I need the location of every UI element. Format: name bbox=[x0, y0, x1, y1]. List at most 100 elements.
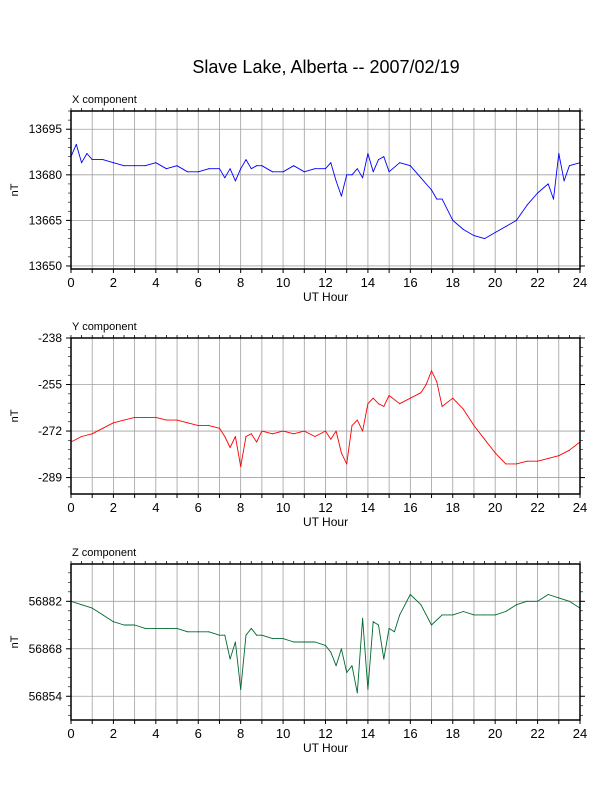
data-point bbox=[431, 624, 432, 626]
x-tick-label: 14 bbox=[361, 275, 375, 290]
data-point bbox=[123, 624, 125, 626]
data-point bbox=[362, 430, 364, 432]
data-point bbox=[282, 638, 284, 640]
data-point bbox=[494, 614, 496, 616]
data-point bbox=[112, 162, 114, 164]
data-point bbox=[234, 436, 236, 437]
data-point bbox=[452, 219, 454, 221]
data-point bbox=[537, 460, 539, 462]
data-point bbox=[91, 159, 93, 161]
data-point bbox=[75, 143, 77, 145]
x-tick-label: 12 bbox=[318, 726, 332, 741]
data-point bbox=[452, 614, 454, 616]
data-point bbox=[409, 165, 411, 167]
data-point bbox=[409, 397, 411, 399]
data-point bbox=[335, 180, 337, 182]
data-point bbox=[558, 597, 560, 599]
data-point bbox=[224, 177, 226, 179]
data-point bbox=[155, 162, 157, 164]
data-point bbox=[462, 611, 464, 612]
data-point bbox=[134, 416, 136, 418]
x-tick-label: 10 bbox=[276, 500, 290, 515]
y-tick-label: -255 bbox=[38, 378, 62, 392]
data-point bbox=[245, 436, 247, 437]
series-line-1 bbox=[70, 143, 581, 240]
x-tick-label: 18 bbox=[446, 726, 460, 741]
y-tick-label: 13650 bbox=[29, 259, 63, 273]
data-point bbox=[505, 463, 507, 465]
x-tick-label: 4 bbox=[152, 726, 159, 741]
data-point bbox=[568, 449, 570, 451]
data-point bbox=[462, 229, 464, 230]
data-point bbox=[293, 641, 295, 643]
x-tick-label: 22 bbox=[530, 500, 544, 515]
data-point bbox=[568, 165, 570, 167]
data-point bbox=[340, 648, 342, 650]
data-point bbox=[473, 425, 475, 427]
data-point bbox=[372, 171, 374, 173]
data-point bbox=[383, 405, 385, 407]
data-point bbox=[505, 611, 507, 612]
data-point bbox=[245, 159, 247, 161]
x-tick-label: 10 bbox=[276, 726, 290, 741]
data-point bbox=[346, 463, 348, 465]
data-point bbox=[256, 165, 258, 167]
data-point bbox=[537, 192, 539, 194]
data-point bbox=[399, 614, 401, 616]
data-point bbox=[303, 171, 305, 173]
page-title: Slave Lake, Alberta -- 2007/02/19 bbox=[192, 57, 460, 77]
x-tick-label: 10 bbox=[276, 275, 290, 290]
data-point bbox=[505, 226, 507, 227]
data-point bbox=[335, 430, 337, 432]
data-point bbox=[224, 436, 226, 437]
data-point bbox=[558, 153, 560, 154]
y-axis-label: nT bbox=[9, 183, 21, 196]
data-point bbox=[229, 447, 231, 448]
data-point bbox=[367, 153, 369, 154]
data-point bbox=[340, 452, 342, 454]
data-point bbox=[234, 641, 236, 643]
data-point bbox=[81, 162, 83, 164]
data-point bbox=[335, 665, 337, 667]
x-axis-label: UT Hour bbox=[303, 741, 348, 755]
data-point bbox=[303, 641, 305, 643]
data-point bbox=[436, 198, 438, 200]
data-point bbox=[436, 381, 438, 383]
data-point bbox=[314, 641, 316, 643]
data-point bbox=[250, 627, 252, 629]
data-point bbox=[314, 168, 316, 170]
data-point bbox=[219, 427, 220, 429]
data-point bbox=[563, 180, 565, 182]
x-tick-label: 6 bbox=[195, 500, 202, 515]
data-point bbox=[568, 600, 570, 602]
data-point bbox=[303, 430, 305, 432]
plot-frame bbox=[70, 563, 581, 721]
data-point bbox=[362, 177, 364, 179]
x-tick-label: 14 bbox=[361, 500, 375, 515]
data-point bbox=[494, 452, 496, 454]
x-tick-label: 8 bbox=[237, 500, 244, 515]
data-point bbox=[346, 174, 348, 176]
y-tick-label: -272 bbox=[38, 424, 62, 438]
data-point bbox=[293, 433, 295, 435]
data-point bbox=[293, 165, 295, 167]
plot-frame bbox=[70, 110, 581, 270]
x-tick-label: 4 bbox=[152, 500, 159, 515]
data-point bbox=[86, 153, 88, 154]
data-point bbox=[208, 168, 210, 170]
data-point bbox=[356, 692, 358, 694]
x-tick-label: 8 bbox=[237, 275, 244, 290]
data-point bbox=[547, 457, 549, 459]
data-point bbox=[187, 422, 189, 424]
data-point bbox=[240, 466, 242, 468]
data-point bbox=[547, 594, 549, 595]
x-tick-label: 2 bbox=[110, 275, 117, 290]
data-point bbox=[462, 408, 464, 410]
data-point bbox=[102, 159, 104, 161]
data-point bbox=[526, 460, 528, 462]
y-tick-label: 13665 bbox=[29, 213, 63, 227]
x-tick-label: 0 bbox=[67, 500, 74, 515]
